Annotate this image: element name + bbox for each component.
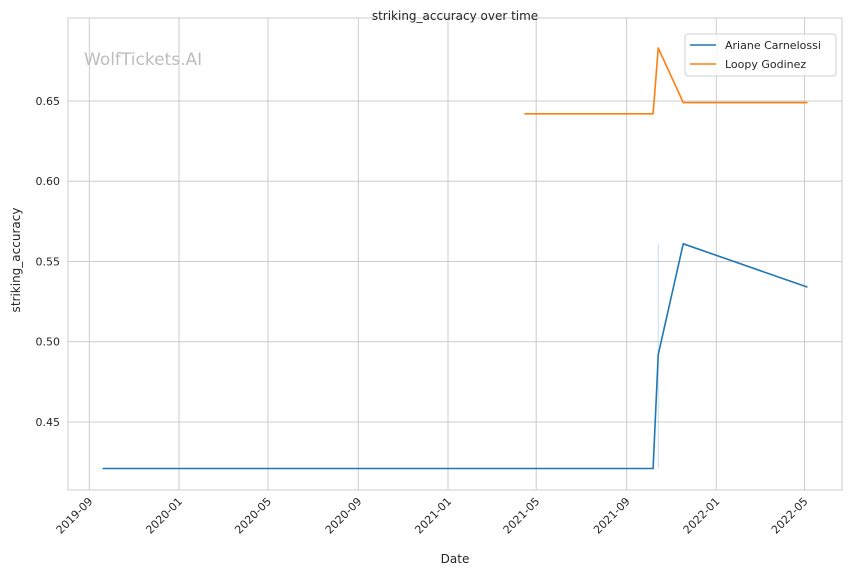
tick-labels: 2019-09 2020-01 2020-05 2020-09 2021-01 2021-… xyxy=(36,95,811,537)
series-layer xyxy=(102,47,808,470)
plot-frame xyxy=(67,17,843,491)
x-tick-label: 2019-09 xyxy=(54,495,96,537)
x-tick-label: 2020-09 xyxy=(323,495,365,537)
y-tick-label: 0.45 xyxy=(36,416,61,429)
legend: Ariane Carnelossi Loopy Godinez xyxy=(684,33,837,77)
x-tick-label: 2021-01 xyxy=(412,495,454,537)
x-tick-label: 2021-09 xyxy=(591,495,633,537)
x-axis-label: Date xyxy=(441,552,470,566)
legend-label-ariane: Ariane Carnelossi xyxy=(725,39,821,52)
x-tick-label: 2022-05 xyxy=(769,495,811,537)
x-tick-label: 2021-05 xyxy=(501,495,543,537)
series-line-loopy-godinez xyxy=(524,47,808,115)
y-tick-label: 0.50 xyxy=(36,336,61,349)
chart-title: striking_accuracy over time xyxy=(372,9,538,23)
y-tick-label: 0.60 xyxy=(36,175,61,188)
watermark: WolfTickets.AI xyxy=(84,50,202,70)
legend-box xyxy=(684,33,837,77)
series-line-ariane-carnelossi xyxy=(102,243,808,470)
y-tick-label: 0.65 xyxy=(36,95,61,108)
grid xyxy=(68,18,842,490)
x-tick-label: 2022-01 xyxy=(681,495,723,537)
legend-label-loopy: Loopy Godinez xyxy=(725,58,806,71)
x-tick-label: 2020-01 xyxy=(143,495,185,537)
x-tick-label: 2020-05 xyxy=(232,495,274,537)
y-tick-label: 0.55 xyxy=(36,255,61,268)
y-axis-label: striking_accuracy xyxy=(9,208,23,313)
